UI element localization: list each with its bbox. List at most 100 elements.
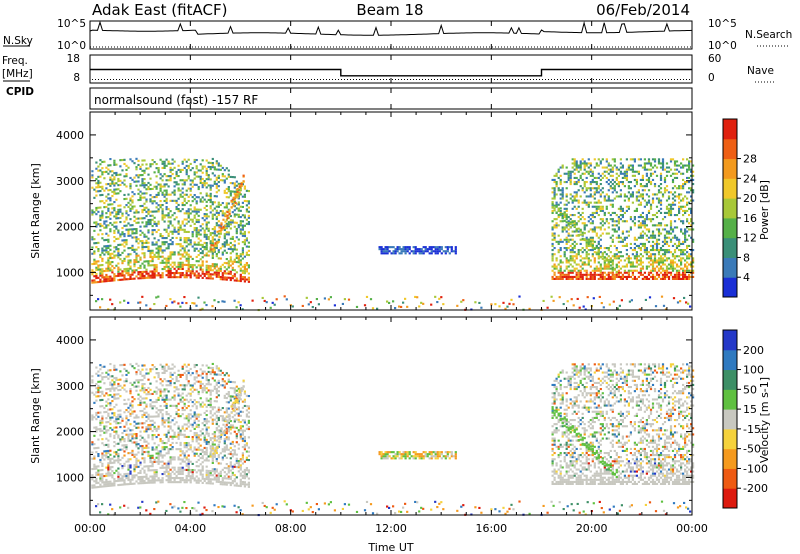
power-echo-cell <box>205 266 208 269</box>
velocity-echo-cell <box>141 482 144 485</box>
power-echo-cell <box>109 269 112 272</box>
power-echo-cell <box>667 214 671 217</box>
power-echo-cell <box>109 164 112 167</box>
power-echo-cell <box>189 239 192 242</box>
power-echo-cell <box>690 224 693 227</box>
power-echo-cell <box>583 238 586 241</box>
power-echo-cell <box>583 218 586 221</box>
power-echo-cell <box>147 247 150 250</box>
power-echo-cell <box>167 255 170 258</box>
power-echo-cell <box>105 170 108 173</box>
power-echo-cell <box>127 234 130 237</box>
power-echo-cell <box>217 240 220 243</box>
velocity-echo-cell <box>163 470 166 473</box>
power-echo-cell <box>129 203 132 206</box>
power-echo-cell <box>567 238 570 241</box>
velocity-echo-cell <box>141 383 144 386</box>
power-echo-cell <box>585 181 588 184</box>
velocity-echo-cell <box>113 472 116 475</box>
velocity-echo-cell <box>103 394 106 397</box>
power-echo-cell <box>175 173 178 176</box>
velocity-echo-cell <box>119 413 122 416</box>
velocity-echo-cell <box>95 391 98 394</box>
velocity-echo-cell <box>161 415 164 418</box>
power-echo-cell <box>649 253 653 256</box>
power-echo-cell <box>569 244 572 247</box>
velocity-echo-cell <box>147 477 150 480</box>
power-echo-cell <box>595 246 598 249</box>
power-echo-cell <box>239 220 242 223</box>
power-echo-cell <box>633 242 636 245</box>
power-echo-cell <box>233 221 236 224</box>
velocity-echo-cell <box>157 374 160 377</box>
power-echo-cell <box>143 252 146 255</box>
velocity-echo-cell <box>111 387 114 390</box>
power-echo-cell <box>355 305 359 308</box>
velocity-echo-cell <box>99 368 102 371</box>
velocity-echo-cell <box>125 483 128 486</box>
power-echo-cell <box>692 189 695 192</box>
power-echo-cell <box>591 172 594 175</box>
velocity-echo-cell <box>121 448 124 451</box>
velocity-echo-cell <box>153 376 156 379</box>
velocity-echo-cell <box>117 442 120 445</box>
velocity-echo-cell <box>139 379 142 382</box>
power-echo-cell <box>149 254 152 257</box>
power-echo-cell <box>215 168 218 171</box>
power-echo-cell <box>223 206 226 209</box>
power-echo-cell <box>573 195 576 198</box>
power-echo-cell <box>605 232 608 235</box>
power-echo-cell <box>625 220 628 223</box>
power-echo-cell <box>119 179 122 182</box>
power-echo-cell <box>209 242 212 245</box>
power-echo-cell <box>607 275 610 278</box>
power-echo-cell <box>229 219 232 222</box>
velocity-echo-cell <box>137 393 140 396</box>
power-echo-cell <box>398 252 401 255</box>
power-echo-cell <box>211 172 214 175</box>
velocity-echo-cell <box>133 482 136 485</box>
velocity-echo-cell <box>95 411 98 414</box>
power-echo-cell <box>688 263 691 266</box>
velocity-echo-cell <box>105 421 108 424</box>
power-echo-cell <box>159 245 162 248</box>
power-echo-cell <box>597 267 600 270</box>
velocity-echo-cell <box>135 457 138 460</box>
power-echo-cell <box>234 193 237 196</box>
power-echo-cell <box>165 261 168 264</box>
power-echo-cell <box>139 273 142 276</box>
power-echo-cell <box>235 232 238 235</box>
power-echo-cell <box>587 243 590 246</box>
velocity-echo-cell <box>101 462 104 465</box>
velocity-echo-cell <box>113 381 116 384</box>
power-echo-cell <box>591 240 594 243</box>
power-echo-cell <box>619 277 622 280</box>
power-echo-cell <box>195 235 198 238</box>
power-echo-cell <box>245 200 248 203</box>
power-echo-cell <box>635 195 638 198</box>
power-echo-cell <box>635 269 638 272</box>
power-echo-cell <box>119 183 122 186</box>
power-echo-cell <box>577 269 580 272</box>
power-echo-cell <box>223 249 226 252</box>
velocity-echo-cell <box>115 368 118 371</box>
power-echo-cell <box>157 247 160 250</box>
power-echo-cell <box>690 236 693 239</box>
power-echo-cell <box>101 249 104 252</box>
power-echo-cell <box>141 169 144 172</box>
power-echo-cell <box>167 234 170 237</box>
power-echo-cell <box>217 176 220 179</box>
power-echo-cell <box>241 251 244 254</box>
power-echo-cell <box>217 220 220 223</box>
power-echo-cell <box>233 215 236 218</box>
velocity-echo-cell <box>127 410 130 413</box>
power-echo-cell <box>430 250 433 253</box>
power-echo-cell <box>161 191 164 194</box>
power-echo-cell <box>235 192 238 195</box>
power-echo-cell <box>404 297 407 300</box>
power-echo-cell <box>585 164 588 167</box>
power-echo-cell <box>569 226 572 229</box>
power-echo-cell <box>690 189 693 192</box>
velocity-echo-cell <box>173 386 176 389</box>
power-echo-cell <box>157 204 160 207</box>
